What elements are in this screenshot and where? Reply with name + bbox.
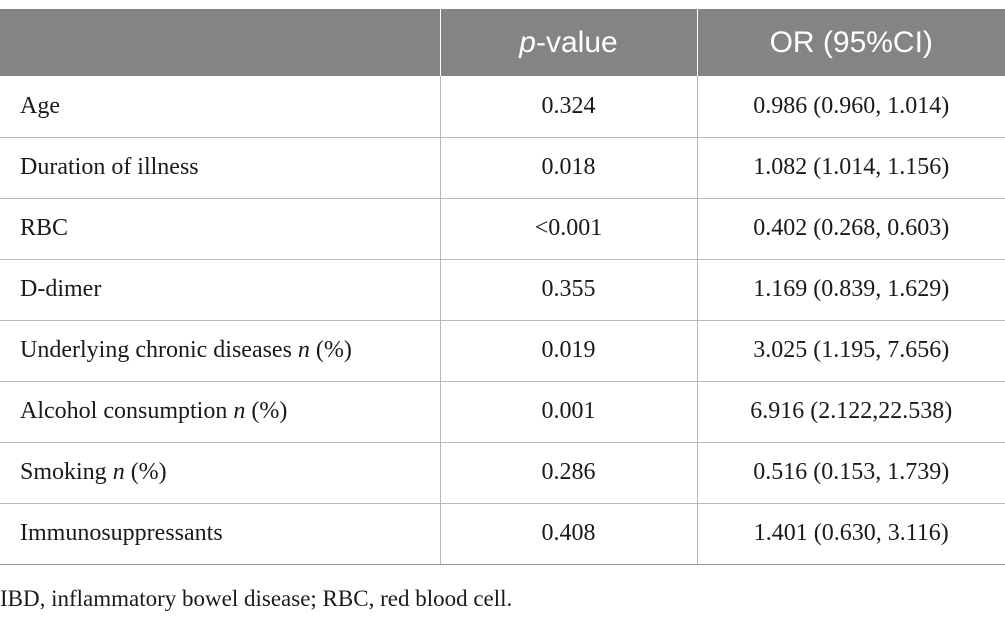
row-label-text: Immunosuppressants — [20, 520, 223, 546]
row-label-text: Duration of illness — [20, 154, 199, 180]
row-p-value: <0.001 — [439, 198, 697, 260]
row-label: Smoking n (%) — [0, 442, 440, 504]
row-label: RBC — [0, 198, 440, 260]
row-label-text: Age — [20, 92, 60, 119]
row-label-text: Alcohol consumption — [20, 398, 234, 424]
row-or-ci: 6.916 (2.122,22.538) — [696, 381, 1005, 443]
row-p-value: 0.324 — [439, 76, 697, 138]
row-p-value: 0.018 — [439, 137, 697, 199]
row-label-text: RBC — [20, 215, 69, 241]
row-label-text: Smoking — [20, 459, 113, 485]
row-or-ci: 3.025 (1.195, 7.656) — [696, 320, 1005, 382]
header-variable — [0, 9, 440, 76]
table-row: Smoking n (%) 0.286 0.516 (0.153, 1.739) — [0, 442, 1005, 504]
row-label: Underlying chronic diseases n (%) — [0, 320, 440, 382]
row-p-value: 0.019 — [439, 320, 697, 382]
header-or-ci: OR (95%CI) — [696, 9, 1005, 76]
row-or-ci: 1.082 (1.014, 1.156) — [696, 137, 1005, 199]
row-label-suffix: (%) — [309, 337, 352, 363]
row-label: Duration of illness — [0, 137, 440, 199]
row-label-italic: n — [297, 337, 310, 363]
row-or-ci: 0.402 (0.268, 0.603) — [696, 198, 1005, 260]
table-footnote: IBD, inflammatory bowel disease; RBC, re… — [0, 586, 513, 611]
table-header-row: p-value OR (95%CI) — [0, 9, 1005, 76]
row-or-ci: 0.986 (0.960, 1.014) — [696, 76, 1005, 138]
header-p-value: p-value — [439, 9, 697, 76]
results-table: p-value OR (95%CI) Age 0.324 0.986 (0.96… — [0, 9, 1005, 565]
table-row: RBC <0.001 0.402 (0.268, 0.603) — [0, 198, 1005, 260]
row-label-italic: n — [233, 398, 246, 424]
row-label-italic: n — [112, 459, 125, 485]
header-p-value-italic: p — [519, 25, 536, 59]
table-row: Underlying chronic diseases n (%) 0.019 … — [0, 320, 1005, 382]
table-row: Age 0.324 0.986 (0.960, 1.014) — [0, 76, 1005, 138]
table-row: Duration of illness 0.018 1.082 (1.014, … — [0, 137, 1005, 199]
row-label-suffix: (%) — [124, 459, 167, 485]
row-p-value: 0.408 — [439, 503, 697, 565]
header-p-value-suffix: -value — [535, 25, 618, 59]
results-table-container: p-value OR (95%CI) Age 0.324 0.986 (0.96… — [0, 9, 1005, 565]
row-or-ci: 0.516 (0.153, 1.739) — [696, 442, 1005, 504]
row-or-ci: 1.169 (0.839, 1.629) — [696, 259, 1005, 321]
row-label: Alcohol consumption n (%) — [0, 381, 440, 443]
table-row: D-dimer 0.355 1.169 (0.839, 1.629) — [0, 259, 1005, 321]
row-label: Immunosuppressants — [0, 503, 440, 565]
row-label-text: Underlying chronic diseases — [20, 337, 298, 363]
row-p-value: 0.001 — [439, 381, 697, 443]
row-label-text: D-dimer — [20, 276, 102, 302]
row-label: D-dimer — [0, 259, 440, 321]
row-label: Age — [0, 76, 440, 138]
row-or-ci: 1.401 (0.630, 3.116) — [696, 503, 1005, 565]
row-p-value: 0.286 — [439, 442, 697, 504]
table-row: Alcohol consumption n (%) 0.001 6.916 (2… — [0, 381, 1005, 443]
row-label-suffix: (%) — [245, 398, 288, 424]
row-p-value: 0.355 — [439, 259, 697, 321]
table-row: Immunosuppressants 0.408 1.401 (0.630, 3… — [0, 503, 1005, 565]
